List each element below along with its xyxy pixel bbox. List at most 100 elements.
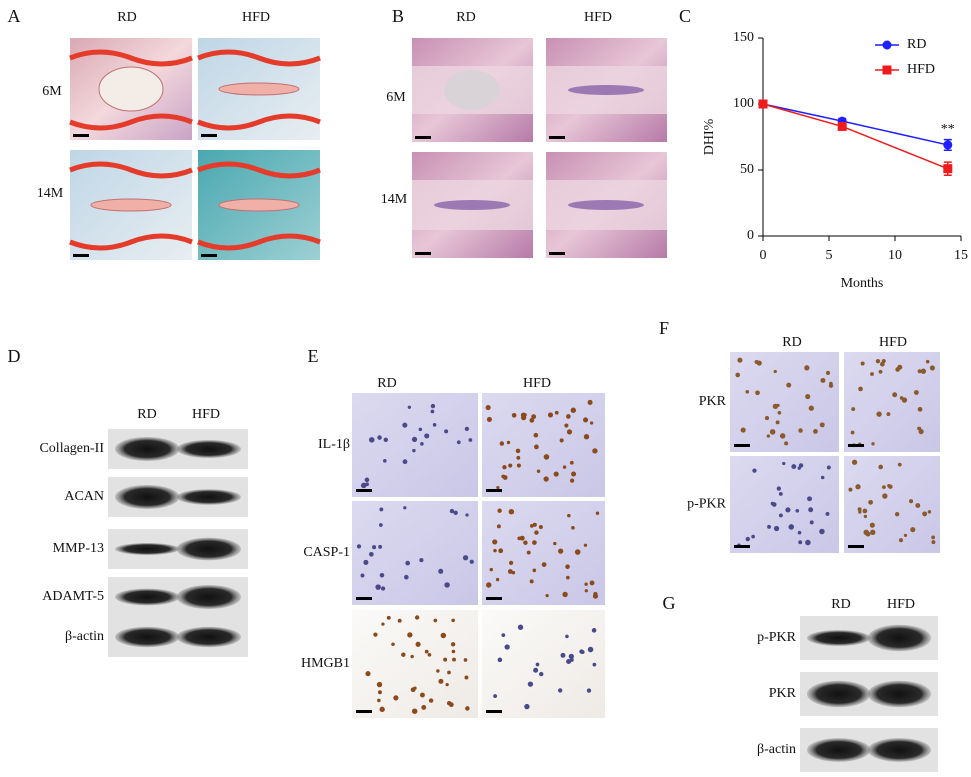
cell: [402, 422, 408, 428]
cell: [931, 535, 936, 540]
cell: [917, 406, 923, 412]
cell: [543, 476, 549, 482]
cell: [401, 652, 406, 657]
cell: [497, 657, 503, 663]
column-label: RD: [117, 10, 136, 25]
cell: [583, 434, 590, 440]
cell: [568, 653, 574, 660]
cell: [591, 628, 597, 633]
row-label: PKR: [699, 394, 727, 409]
cell: [485, 404, 491, 411]
cell: [524, 703, 530, 710]
cell: [574, 549, 581, 555]
cell: [377, 698, 381, 703]
cell: [910, 527, 916, 533]
cell: [464, 426, 470, 432]
cell: [365, 482, 369, 487]
cell: [539, 671, 544, 677]
cell: [791, 464, 797, 470]
cell: [438, 568, 444, 574]
cell: [871, 442, 875, 446]
cell: [870, 529, 876, 535]
cell: [828, 383, 834, 388]
cell: [486, 582, 492, 588]
blot-band: [867, 624, 932, 652]
ihc-image: [730, 456, 839, 553]
cell: [909, 499, 914, 504]
cell: [508, 560, 514, 565]
cell: [848, 487, 853, 492]
scale-bar: [356, 710, 372, 713]
cell: [931, 540, 936, 545]
scale-bar: [549, 252, 565, 255]
row-label: MMP-13: [53, 541, 104, 556]
cell: [920, 368, 927, 374]
cell: [496, 524, 501, 529]
ihc-image: [482, 610, 605, 718]
cell: [897, 364, 903, 370]
cell: [589, 421, 594, 425]
cell: [564, 423, 569, 428]
blot-band: [806, 630, 871, 646]
cell: [769, 429, 776, 435]
cell: [420, 442, 424, 446]
cell: [492, 539, 498, 545]
nucleus: [90, 198, 172, 212]
cell: [553, 541, 557, 546]
scale-bar: [356, 597, 372, 600]
cell: [432, 423, 437, 427]
cell: [501, 633, 506, 637]
cell: [456, 440, 461, 445]
marker: [758, 99, 768, 109]
cell: [407, 405, 411, 409]
cell: [424, 433, 430, 439]
scale-bar: [415, 252, 431, 255]
row-label: Collagen-II: [39, 441, 104, 456]
marker: [943, 164, 953, 174]
cell: [795, 508, 800, 513]
row-label: ACAN: [64, 489, 104, 504]
cell: [565, 564, 570, 569]
scale-bar: [549, 136, 565, 139]
cell: [918, 428, 924, 435]
column-label: RD: [456, 10, 475, 25]
nucleus: [568, 85, 644, 95]
cell: [369, 437, 375, 443]
scale-bar: [486, 597, 502, 600]
scale-bar: [201, 134, 217, 137]
cell: [778, 513, 783, 518]
endplate: [197, 49, 321, 67]
cell: [404, 574, 409, 580]
cell: [541, 562, 547, 567]
row-label: p-PKR: [757, 630, 797, 645]
cell: [855, 484, 861, 490]
blot-band: [867, 738, 932, 762]
row-label: β-actin: [65, 629, 104, 644]
cell: [808, 405, 814, 411]
cell: [740, 427, 746, 433]
cell: [506, 440, 511, 445]
x-tick-label: 15: [954, 248, 968, 263]
scale-bar: [201, 254, 217, 257]
cell: [508, 508, 515, 515]
cell: [735, 372, 741, 378]
marker: [943, 140, 953, 150]
cell: [405, 560, 411, 566]
cell: [786, 382, 792, 388]
cell: [527, 681, 534, 687]
cell: [449, 508, 455, 514]
cell: [798, 540, 803, 545]
cell: [925, 359, 930, 364]
cell: [773, 525, 780, 532]
scale-bar: [848, 444, 864, 447]
blot-band: [115, 543, 180, 555]
cell: [570, 407, 577, 413]
panel-label: D: [8, 346, 21, 366]
column-label: HFD: [242, 10, 270, 25]
cell: [486, 416, 492, 422]
column-label: RD: [377, 376, 396, 391]
nucleus: [98, 66, 164, 112]
endplate: [69, 49, 193, 67]
cell: [532, 522, 537, 527]
cell: [397, 618, 402, 623]
